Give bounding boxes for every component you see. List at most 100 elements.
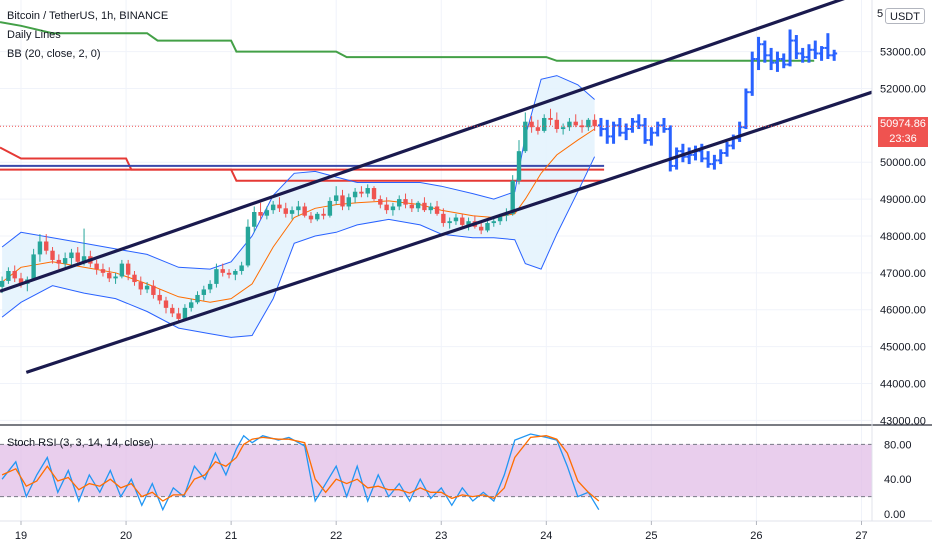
candle-body xyxy=(567,121,572,128)
symbol-title: Bitcoin / TetherUS, 1h, BINANCE xyxy=(7,10,169,22)
currency-button[interactable]: USDT xyxy=(885,8,925,24)
candle-body xyxy=(447,221,452,224)
candle-body xyxy=(333,195,339,201)
candle-body xyxy=(163,300,169,308)
candle-body xyxy=(510,180,515,214)
candle-body xyxy=(233,270,238,275)
candle-body xyxy=(415,202,421,209)
candle-body xyxy=(466,221,471,225)
candle-body xyxy=(453,217,459,222)
candle-body xyxy=(422,202,427,211)
price-tick-label: 46000.00 xyxy=(880,305,926,317)
candle-body xyxy=(107,272,112,279)
candle-body xyxy=(157,294,162,301)
candle-body xyxy=(201,289,207,295)
time-tick-label: 27 xyxy=(855,530,867,542)
candle-body xyxy=(308,215,314,220)
price-tick-label: 49000.00 xyxy=(880,194,926,206)
time-tick-label: 24 xyxy=(540,530,552,542)
candle-body xyxy=(119,263,125,277)
candle-body xyxy=(371,188,377,200)
price-tick-label: 43000.00 xyxy=(880,415,926,427)
candle-body xyxy=(535,127,541,131)
bollinger-lower xyxy=(1,156,596,338)
indicator-daily-lines[interactable]: Daily Lines xyxy=(7,29,61,41)
projection-bars xyxy=(597,29,838,172)
candle-body xyxy=(302,206,307,216)
osc-tick-label: 80.00 xyxy=(884,439,912,451)
candle-body xyxy=(189,302,194,308)
price-tick-label: 44000.00 xyxy=(880,378,926,390)
candle-body xyxy=(0,280,5,287)
candle-body xyxy=(151,285,156,295)
candle-body xyxy=(245,226,251,266)
candle-body xyxy=(397,199,402,207)
candle-body xyxy=(170,307,175,314)
stoch-band xyxy=(0,444,872,497)
candle-body xyxy=(239,265,244,271)
last-price-badge: 50974.86 23:36 xyxy=(878,117,928,147)
price-tick-label: 53000.00 xyxy=(880,47,926,59)
candle-body xyxy=(252,212,257,227)
candle-body xyxy=(548,117,553,120)
time-tick-label: 26 xyxy=(750,530,762,542)
candle-body xyxy=(69,252,74,259)
last-price-value: 50974.86 xyxy=(880,118,926,130)
candle-body xyxy=(18,278,24,284)
candle-body xyxy=(44,241,49,251)
candle-body xyxy=(542,117,547,131)
candle-body xyxy=(56,259,62,264)
channel-lower xyxy=(25,90,873,374)
candle-body xyxy=(31,254,36,280)
candle-body xyxy=(100,269,106,273)
candle-body xyxy=(277,204,282,209)
price-tick-label: 47000.00 xyxy=(880,268,926,280)
candle-body xyxy=(573,121,578,126)
candle-body xyxy=(195,294,200,303)
candle-body xyxy=(516,151,522,181)
channel-lines[interactable] xyxy=(0,0,873,374)
countdown-timer: 23:36 xyxy=(889,133,917,145)
candle-body xyxy=(6,270,11,281)
stoch-k-line xyxy=(1,433,600,512)
candle-body xyxy=(296,206,301,211)
candle-body xyxy=(132,274,137,283)
candle-body xyxy=(460,217,465,225)
stoch-rsi-pane xyxy=(0,424,932,512)
candle-body xyxy=(478,226,484,231)
time-tick-label: 23 xyxy=(435,530,447,542)
price-tick-label: 50000.00 xyxy=(880,157,926,169)
candle-body xyxy=(352,191,358,198)
candle-body xyxy=(270,204,276,211)
candle-body xyxy=(226,272,232,275)
candle-body xyxy=(592,119,597,127)
indicator-bb[interactable]: BB (20, close, 2, 0) xyxy=(7,48,101,60)
candle-body xyxy=(81,256,87,262)
time-tick-label: 20 xyxy=(120,530,132,542)
candles xyxy=(0,108,597,323)
candle-body xyxy=(409,204,415,209)
candle-body xyxy=(207,283,213,290)
candle-body xyxy=(359,191,364,194)
candle-body xyxy=(434,206,440,214)
price-axis-top-label: 5 xyxy=(877,8,884,20)
candle-body xyxy=(586,119,591,128)
daily-line-0 xyxy=(0,21,815,62)
candle-body xyxy=(37,241,43,255)
candle-body xyxy=(258,212,263,216)
candle-body xyxy=(264,210,270,216)
candle-body xyxy=(138,282,143,290)
candle-body xyxy=(497,215,503,222)
candle-body xyxy=(554,119,560,130)
candle-body xyxy=(75,252,80,262)
price-tick-label: 48000.00 xyxy=(880,231,926,243)
candle-body xyxy=(523,121,528,152)
candle-body xyxy=(214,269,219,284)
time-tick-label: 21 xyxy=(225,530,237,542)
candle-body xyxy=(62,258,68,264)
indicator-stoch-rsi[interactable]: Stoch RSI (3, 3, 14, 14, close) xyxy=(7,437,154,449)
candle-body xyxy=(327,200,333,216)
candle-body xyxy=(125,263,131,275)
